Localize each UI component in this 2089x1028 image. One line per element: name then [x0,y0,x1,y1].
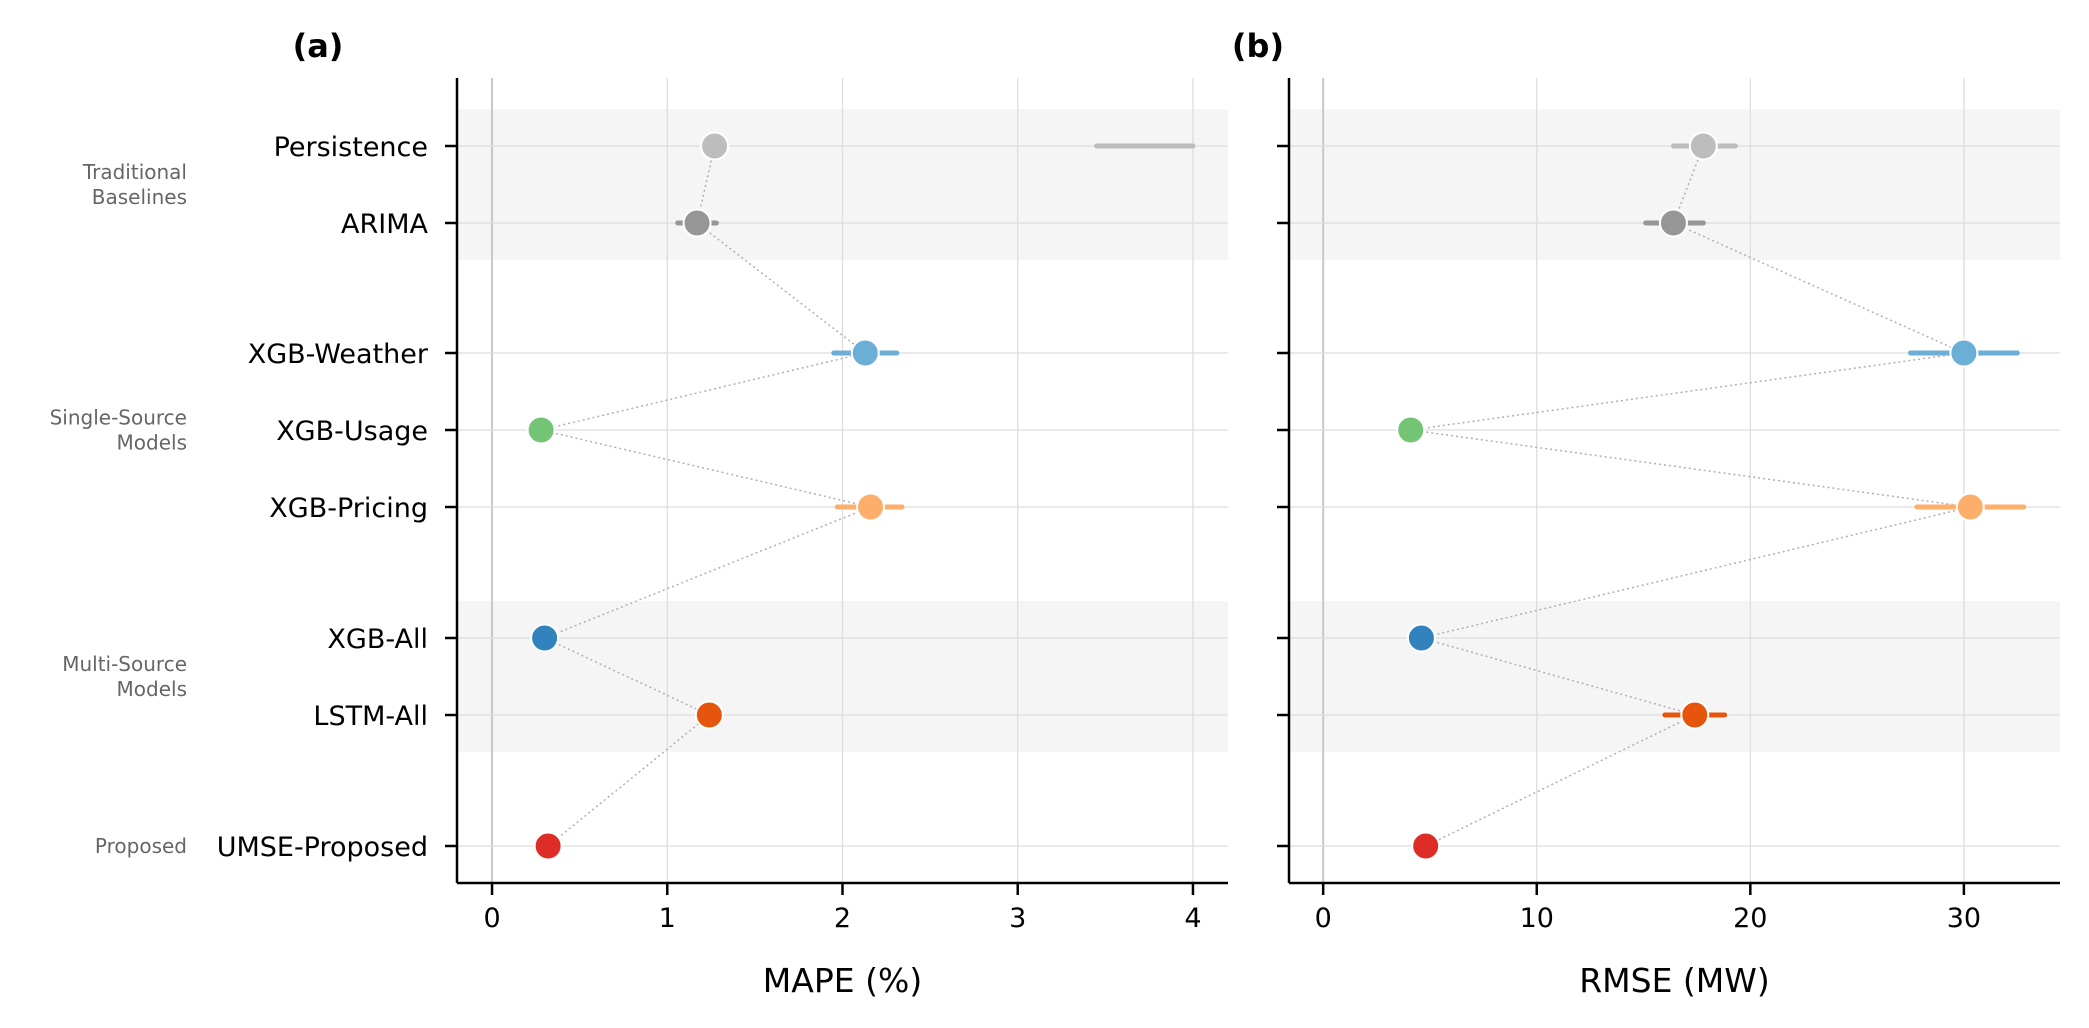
group-label: Single-Source [50,406,187,430]
model-label: LSTM-All [313,701,428,732]
model-label: XGB-Pricing [269,493,428,524]
group-label: Models [117,677,187,701]
model-label: UMSE-Proposed [217,832,428,863]
x-tick-label: 10 [1520,903,1554,934]
x-tick-label: 3 [1009,903,1026,934]
group-label: Models [117,431,187,455]
data-point [856,492,886,522]
x-tick-label: 4 [1184,903,1201,934]
data-point [526,415,556,445]
data-point [530,623,560,653]
group-label: Traditional [82,160,187,184]
data-point [1411,831,1441,861]
x-tick-label: 0 [1315,903,1332,934]
data-point [694,700,724,730]
connector-line [1410,145,1971,847]
model-label: XGB-Weather [248,339,429,370]
data-point [700,131,730,161]
group-label: Proposed [95,834,187,858]
group-band [1289,601,2060,752]
x-tick-label: 30 [1947,903,1981,934]
model-label: Persistence [274,132,428,163]
connector-line [540,145,874,847]
model-label: ARIMA [341,209,428,240]
data-point [1658,208,1688,238]
data-point [1688,131,1718,161]
group-label: Baselines [92,185,187,209]
data-point [1680,700,1710,730]
data-point [1955,492,1985,522]
x-tick-label: 20 [1733,903,1767,934]
panel-title: (a) [293,27,344,65]
model-label: XGB-All [327,624,428,655]
data-point [682,208,712,238]
x-tick-label: 1 [659,903,676,934]
x-axis-title: MAPE (%) [763,961,922,1000]
x-axis-title: RMSE (MW) [1579,961,1770,1000]
model-label: XGB-Usage [276,416,428,447]
panel-title: (b) [1232,27,1284,65]
panel-a: 0 1 2 3 4 MAPE (%) (a) [293,27,1228,1000]
data-point [1949,338,1979,368]
data-point [533,831,563,861]
x-tick-label: 0 [483,903,500,934]
data-point [850,338,880,368]
group-label: Multi-Source [62,652,187,676]
x-tick-label: 2 [834,903,851,934]
panel-b: 0 10 20 30 RMSE (MW) (b) [1232,27,2060,1000]
data-point [1396,415,1426,445]
data-point [1406,623,1436,653]
